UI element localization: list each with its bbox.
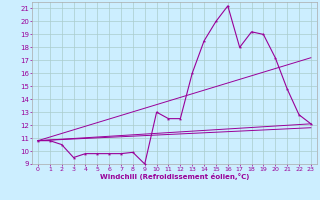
X-axis label: Windchill (Refroidissement éolien,°C): Windchill (Refroidissement éolien,°C) <box>100 173 249 180</box>
